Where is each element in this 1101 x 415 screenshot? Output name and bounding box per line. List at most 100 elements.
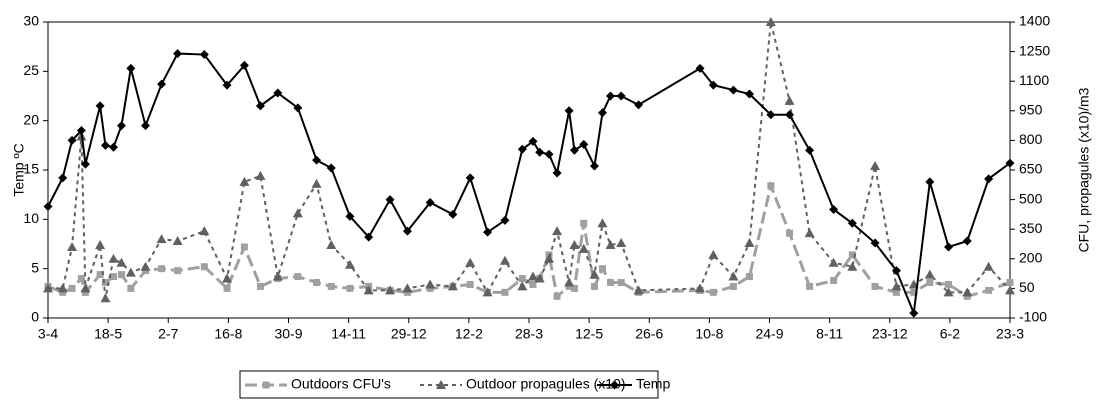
y2-tick-label: 1400	[1019, 13, 1050, 29]
y2-tick-label: -100	[1019, 309, 1047, 325]
marker-diamond	[962, 236, 972, 246]
marker-triangle	[156, 234, 167, 244]
marker-diamond	[597, 108, 607, 118]
marker-triangle	[544, 253, 555, 263]
marker-triangle	[272, 271, 283, 281]
x-tick-label: 10-8	[695, 326, 723, 342]
marker-triangle	[447, 281, 458, 291]
legend-label: Outdoor propagules (x10)	[466, 376, 626, 392]
marker-diamond	[766, 110, 776, 120]
marker-diamond	[564, 106, 574, 116]
marker-square	[985, 286, 993, 294]
marker-square	[806, 282, 814, 290]
marker-triangle	[482, 287, 493, 297]
x-tick-label: 24-9	[755, 326, 783, 342]
marker-triangle	[425, 279, 436, 289]
marker-diamond	[465, 173, 475, 183]
marker-square	[926, 278, 934, 286]
marker-diamond	[273, 88, 283, 98]
marker-square	[240, 243, 248, 251]
y-tick-label: 30	[23, 13, 39, 29]
marker-triangle	[804, 228, 815, 238]
y2-tick-label: 350	[1019, 220, 1043, 236]
marker-diamond	[483, 227, 493, 237]
marker-triangle	[695, 283, 706, 293]
marker-square	[871, 282, 879, 290]
marker-square	[910, 288, 918, 296]
x-tick-label: 29-12	[391, 326, 427, 342]
marker-diamond	[870, 238, 880, 248]
marker-diamond	[944, 242, 954, 252]
marker-diamond	[984, 174, 994, 184]
marker-diamond	[222, 80, 232, 90]
marker-diamond	[402, 226, 412, 236]
marker-triangle	[828, 257, 839, 267]
marker-triangle	[95, 239, 106, 249]
y2-tick-label: 50	[1019, 279, 1035, 295]
marker-diamond	[909, 308, 919, 318]
marker-diamond	[108, 142, 118, 152]
marker-triangle	[597, 218, 608, 228]
marker-diamond	[579, 139, 589, 149]
marker-triangle	[924, 269, 935, 279]
x-tick-label: 26-6	[635, 326, 663, 342]
marker-diamond	[67, 135, 77, 145]
marker-diamond	[552, 168, 562, 178]
y-tick-label: 5	[31, 259, 39, 275]
y-tick-label: 0	[31, 309, 39, 325]
marker-triangle	[569, 239, 580, 249]
x-tick-label: 12-2	[455, 326, 483, 342]
marker-diamond	[616, 91, 626, 101]
marker-square	[767, 182, 775, 190]
marker-triangle	[43, 283, 53, 293]
y2-axis-label: CFU, propagules (x10)/m3	[1076, 87, 1092, 252]
marker-square	[117, 271, 125, 279]
marker-triangle	[172, 236, 183, 246]
marker-triangle	[80, 283, 91, 293]
marker-triangle	[1005, 285, 1015, 295]
marker-triangle	[564, 277, 575, 287]
marker-diamond	[157, 79, 167, 89]
marker-triangle	[962, 287, 973, 297]
marker-triangle	[363, 285, 374, 295]
y-tick-label: 15	[23, 161, 39, 177]
marker-triangle	[116, 257, 127, 267]
x-tick-label: 30-9	[274, 326, 302, 342]
marker-triangle	[870, 161, 881, 171]
marker-triangle	[534, 273, 545, 283]
marker-diamond	[80, 159, 90, 169]
x-tick-label: 23-12	[872, 326, 908, 342]
marker-triangle	[344, 259, 355, 269]
marker-diamond	[744, 89, 754, 99]
marker-square	[529, 280, 537, 288]
marker-square	[830, 277, 838, 285]
x-tick-label: 28-3	[515, 326, 543, 342]
marker-square	[518, 275, 526, 283]
y2-tick-label: 500	[1019, 190, 1043, 206]
y2-tick-label: 650	[1019, 161, 1043, 177]
x-tick-label: 8-11	[816, 326, 843, 342]
marker-square	[570, 284, 578, 292]
legend-label: Temp	[636, 376, 670, 392]
marker-diamond	[116, 121, 126, 131]
x-tick-label: 12-5	[575, 326, 603, 342]
x-tick-label: 23-3	[996, 326, 1024, 342]
marker-triangle	[784, 95, 795, 105]
y2-tick-label: 950	[1019, 102, 1043, 118]
marker-diamond	[100, 140, 110, 150]
marker-triangle	[744, 238, 755, 248]
marker-square	[1006, 278, 1014, 286]
marker-diamond	[58, 173, 68, 183]
x-tick-label: 18-5	[94, 326, 122, 342]
marker-square	[223, 284, 231, 292]
marker-square	[101, 278, 109, 286]
marker-square	[200, 263, 208, 271]
marker-square	[127, 284, 135, 292]
marker-square	[158, 265, 166, 273]
marker-square	[786, 229, 794, 237]
marker-triangle	[255, 170, 266, 180]
marker-diamond	[528, 136, 538, 146]
series-line	[48, 21, 1011, 299]
marker-triangle	[578, 243, 589, 253]
